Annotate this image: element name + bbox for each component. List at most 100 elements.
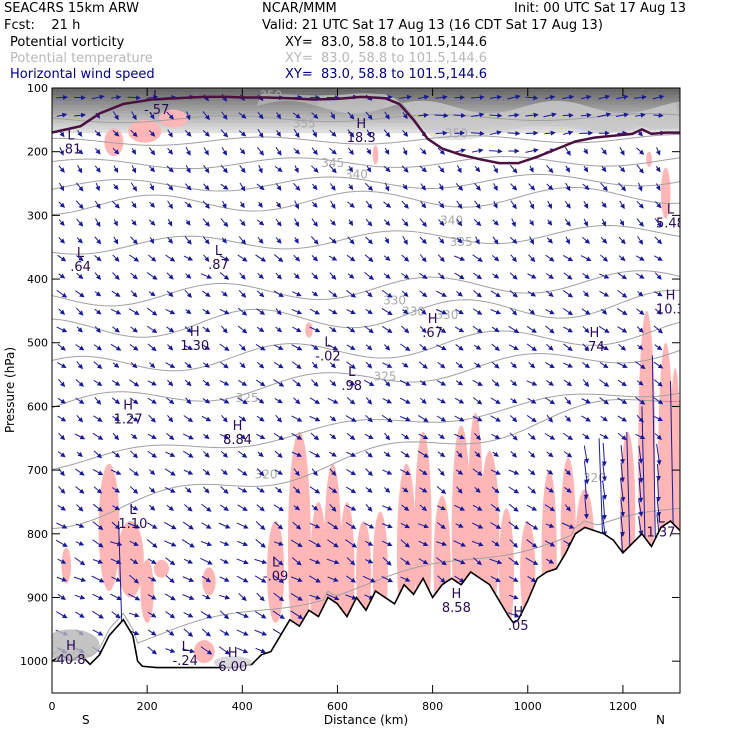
wind-arrow: [167, 344, 174, 351]
wind-arrow: [601, 463, 607, 482]
wind-arrow: [273, 504, 285, 512]
wind-arrow: [129, 343, 139, 351]
wind-arrow: [146, 539, 158, 548]
wind-arrow: [274, 165, 283, 172]
wind-arrow: [329, 362, 336, 369]
y-tick-label: 600: [27, 400, 48, 413]
wind-arrow: [92, 468, 104, 476]
terrain-outline: [52, 520, 680, 669]
pv-blob: [372, 145, 379, 165]
extremum-value: 5.48: [656, 217, 685, 232]
wind-arrow: [381, 307, 393, 316]
wind-arrow: [601, 201, 607, 209]
surface-pv-shade: [213, 656, 252, 669]
wind-arrow: [384, 344, 391, 351]
wind-arrow: [402, 309, 409, 315]
wind-arrow: [653, 112, 664, 118]
wind-arrow: [129, 397, 139, 405]
wind-arrow: [346, 380, 356, 386]
wind-arrow: [619, 532, 625, 556]
wind-arrow: [565, 236, 570, 245]
pv-band: [52, 123, 680, 127]
wind-arrow: [472, 397, 483, 405]
wind-arrow: [490, 469, 501, 475]
wind-arrow: [55, 94, 68, 100]
isentrope-label: 325: [236, 391, 259, 405]
wind-arrow: [491, 540, 500, 547]
isentrope-line: [52, 349, 680, 409]
wind-arrow: [509, 236, 518, 244]
wind-arrow: [474, 432, 481, 441]
wind-arrow: [654, 218, 662, 228]
wind-arrow: [148, 504, 156, 511]
pv-patch: [318, 93, 576, 131]
wind-arrow: [418, 415, 429, 423]
wind-arrow: [112, 362, 120, 368]
wind-arrow: [525, 521, 539, 530]
wind-arrow: [562, 432, 574, 441]
wind-arrow: [202, 111, 210, 121]
wind-arrow: [220, 361, 229, 369]
wind-arrow: [510, 451, 517, 458]
extremum-value: -.09: [263, 569, 288, 584]
wind-arrow: [453, 558, 466, 565]
wind-arrow: [656, 443, 662, 466]
wind-arrow: [236, 522, 249, 529]
wind-arrow: [273, 361, 284, 369]
wind-arrow: [220, 165, 228, 174]
wind-arrow: [472, 468, 483, 476]
wind-arrow: [129, 574, 139, 584]
wind-arrow: [636, 308, 645, 315]
wind-arrow: [219, 308, 230, 315]
wind-arrow: [92, 521, 104, 531]
wind-arrow: [257, 236, 264, 244]
wind-arrow: [92, 610, 104, 619]
wind-arrow: [470, 94, 485, 100]
wind-arrow: [508, 503, 519, 512]
wind-arrow: [92, 629, 104, 636]
wind-arrow: [167, 147, 174, 155]
wind-arrow: [401, 272, 410, 279]
wind-arrow: [57, 451, 66, 458]
wind-arrow: [221, 200, 227, 209]
wind-arrow: [401, 254, 410, 262]
wind-arrow: [438, 236, 445, 244]
wind-arrow: [147, 611, 157, 618]
wind-arrow: [309, 397, 320, 405]
wind-arrow: [328, 255, 338, 261]
wind-arrow: [384, 237, 390, 244]
wind-arrow: [599, 344, 609, 351]
wind-arrow: [147, 646, 157, 655]
wind-arrow: [165, 362, 176, 369]
wind-arrow: [582, 433, 590, 440]
pv-patch: [256, 93, 680, 141]
wind-arrow: [311, 201, 318, 208]
wind-arrow: [583, 481, 589, 500]
wind-arrow: [638, 461, 644, 484]
wind-arrow: [256, 397, 265, 404]
wind-arrow: [182, 576, 195, 582]
wind-arrow: [201, 628, 211, 637]
wind-arrow: [309, 522, 321, 529]
wind-arrow: [634, 361, 646, 370]
wind-arrow: [130, 290, 138, 298]
wind-arrow: [400, 469, 411, 475]
wind-arrow: [437, 361, 446, 369]
wind-arrow: [185, 146, 191, 156]
x-tick-label: 200: [137, 700, 158, 713]
wind-arrow: [256, 326, 265, 332]
wind-arrow: [561, 522, 575, 529]
wind-arrow: [546, 290, 554, 297]
extremum-value: -.24: [173, 654, 198, 669]
wind-arrow: [456, 200, 463, 210]
wind-arrow: [472, 254, 483, 262]
wind-arrow: [472, 308, 483, 315]
valid-time: Valid: 21 UTC Sat 17 Aug 13 (16 CDT Sat …: [262, 18, 603, 33]
y-tick-label: 500: [27, 337, 48, 350]
wind-arrow: [94, 130, 102, 137]
extremum-letter: L: [182, 640, 190, 655]
wind-arrow: [366, 147, 372, 155]
wind-arrow: [113, 165, 119, 174]
wind-arrow: [401, 325, 410, 334]
wind-arrow: [165, 629, 175, 636]
